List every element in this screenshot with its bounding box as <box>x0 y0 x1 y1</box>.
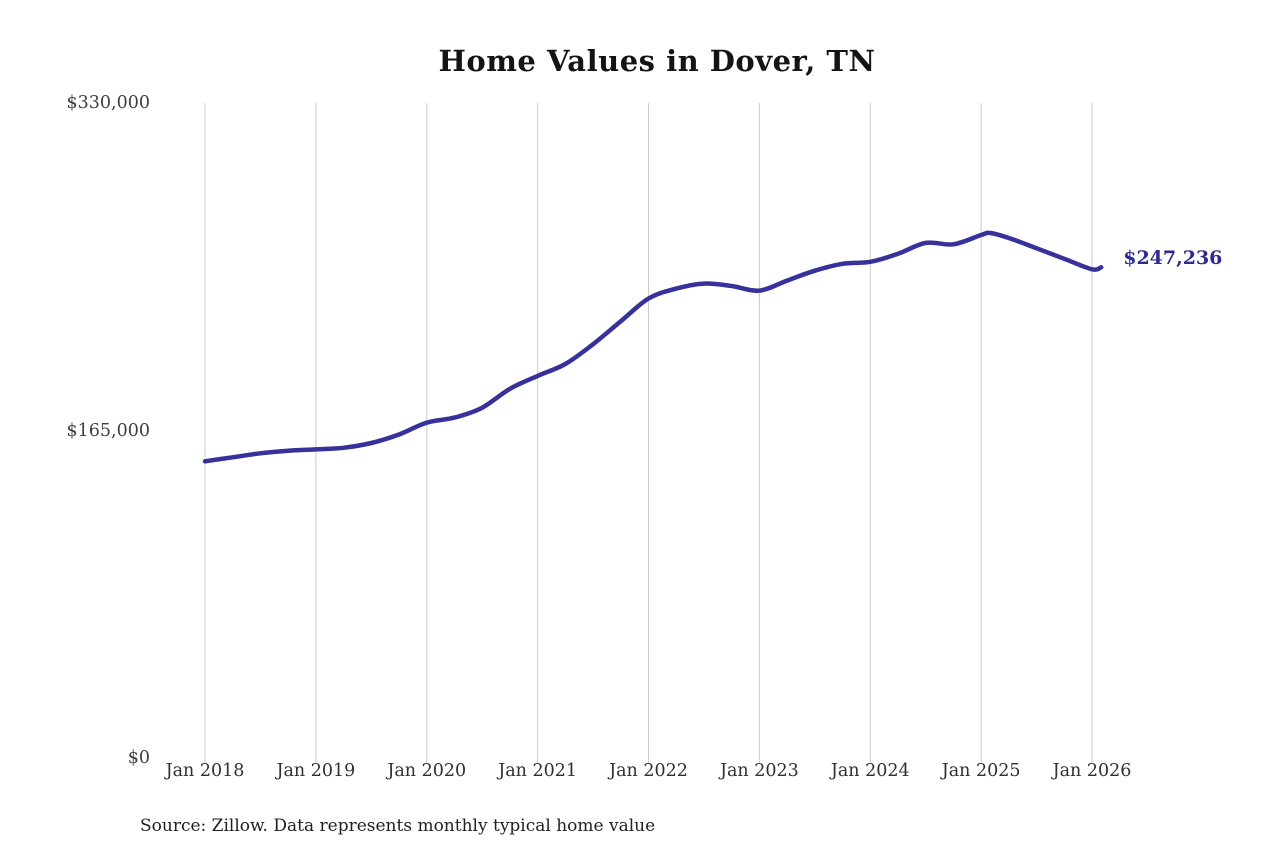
x-axis-tick-label: Jan 2025 <box>941 761 1021 781</box>
x-axis-tick-label: Jan 2022 <box>609 761 688 781</box>
x-axis-tick-label: Jan 2024 <box>830 761 910 781</box>
chart-title: Home Values in Dover, TN <box>438 44 876 78</box>
x-axis-tick-label: Jan 2020 <box>387 761 467 781</box>
source-note: Source: Zillow. Data represents monthly … <box>140 816 656 836</box>
y-axis-tick-label: $330,000 <box>66 93 150 113</box>
x-axis-tick-label: Jan 2018 <box>165 761 245 781</box>
x-axis-tick-label: Jan 2023 <box>719 761 799 781</box>
current-value-label: $247,236 <box>1123 247 1223 270</box>
x-axis-tick-label: Jan 2026 <box>1052 761 1132 781</box>
x-axis-tick-label: Jan 2019 <box>276 761 356 781</box>
home-value-line <box>202 230 1104 464</box>
x-axis-tick-label: Jan 2021 <box>498 761 578 781</box>
y-axis-tick-label: $165,000 <box>66 420 150 441</box>
y-axis-tick-label: $0 <box>127 748 150 768</box>
